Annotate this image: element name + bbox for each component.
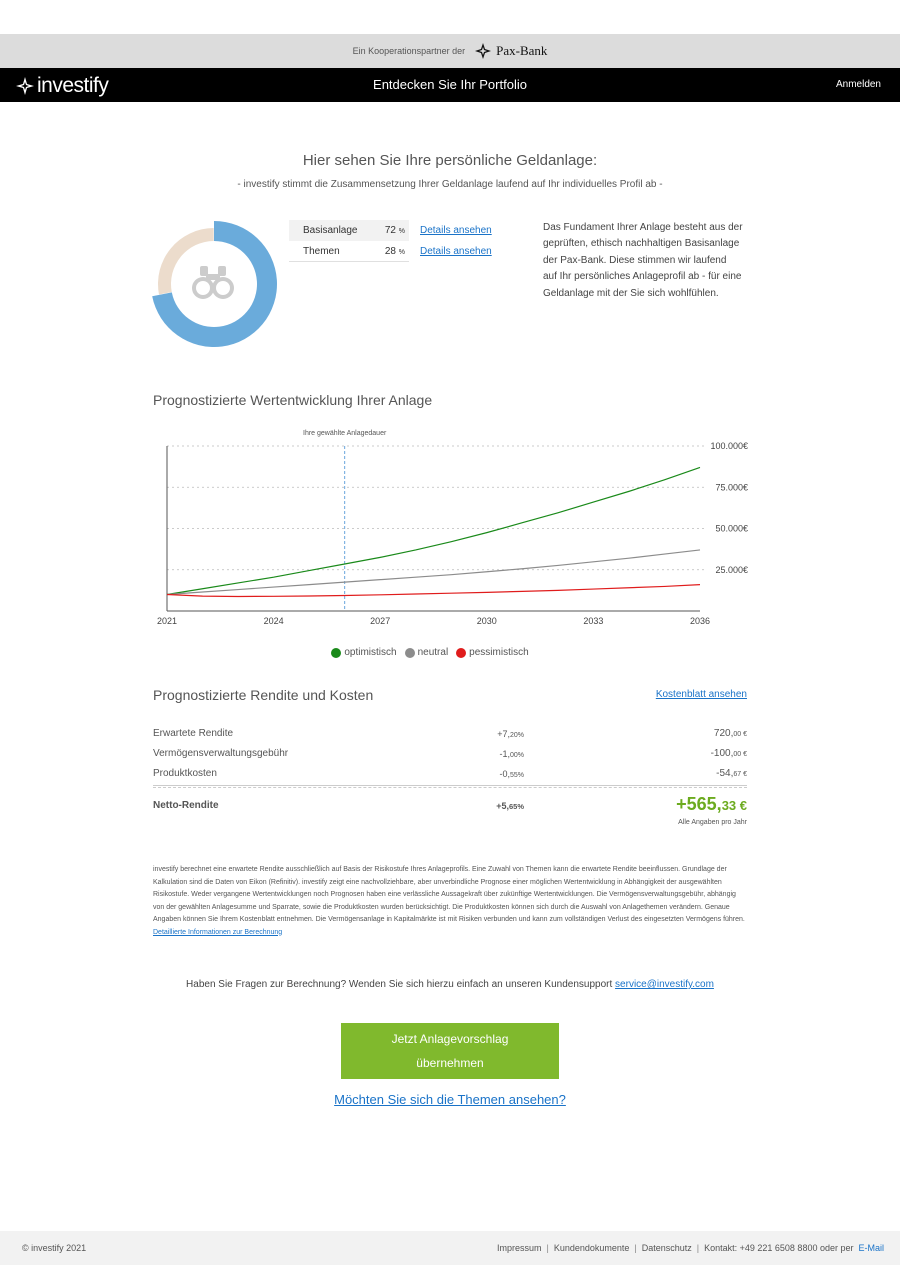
support-email-link[interactable]: service@investify.com: [615, 979, 714, 990]
legend-label: optimistisch: [344, 647, 397, 658]
calculation-details-link[interactable]: Detaillierte Informationen zur Berechnun…: [153, 928, 283, 936]
cost-percent: -0,55%: [499, 769, 524, 779]
series-line-optimistisch: [166, 466, 701, 596]
partner-text: Ein Kooperationspartner der: [352, 46, 466, 56]
net-return-row: Netto-Rendite +5,65% +565,33 €: [153, 788, 747, 828]
login-button[interactable]: Anmelden: [835, 79, 881, 90]
top-whitespace: [0, 0, 900, 34]
investify-star-icon: [16, 77, 34, 95]
investify-logo[interactable]: investify: [16, 74, 109, 98]
cost-row: Produktkosten -0,55% -54,67 €: [153, 764, 747, 784]
series-line-pessimistisch: [166, 584, 701, 598]
cost-label: Vermögensverwaltungsgebühr: [153, 748, 289, 759]
y-tick-label: 25.000€: [715, 565, 748, 575]
y-tick-label: 50.000€: [715, 524, 748, 534]
footer-link-impressum[interactable]: Impressum: [496, 1243, 542, 1253]
series-line-neutral: [166, 549, 701, 596]
per-year-note: Alle Angaben pro Jahr: [678, 819, 747, 826]
allocation-name: Basisanlage: [289, 220, 361, 241]
copyright: © investify 2021: [22, 1243, 87, 1253]
cost-percent: +7,20%: [497, 729, 524, 739]
donut-slice-basisanlage: [152, 221, 277, 347]
x-tick-label: 2024: [264, 616, 284, 626]
cta-line-1: Jetzt Anlagevorschlag: [391, 1032, 509, 1046]
disclaimer: investify berechnet eine erwartete Rendi…: [153, 864, 747, 939]
x-tick-label: 2027: [370, 616, 390, 626]
net-amount: +565,33 €: [676, 794, 747, 814]
cost-amount: -100,00 €: [710, 748, 747, 759]
binoculars-icon: [192, 266, 234, 299]
support-text: Haben Sie Fragen zur Berechnung? Wenden …: [186, 979, 613, 990]
cost-sheet-link[interactable]: Kostenblatt ansehen: [655, 689, 747, 700]
cta-line-2: übernehmen: [416, 1056, 484, 1070]
x-tick-label: 2021: [157, 616, 177, 626]
cost-percent: -1,00%: [499, 749, 524, 759]
allocation-name: Themen: [289, 241, 361, 262]
separator: |: [546, 1243, 549, 1253]
cost-amount: 720,00 €: [713, 728, 747, 739]
legend-dot-icon: [331, 647, 342, 658]
legend-dot-icon: [456, 647, 467, 658]
x-tick-label: 2036: [690, 616, 710, 626]
donut-slice-themen: [158, 228, 214, 295]
legend-label: neutral: [417, 647, 449, 658]
footer-links: Impressum | Kundendokumente | Datenschut…: [497, 1243, 884, 1253]
cost-row: Erwartete Rendite +7,20% 720,00 €: [153, 724, 747, 744]
forecast-title: Prognostizierte Wertentwicklung Ihrer An…: [153, 392, 433, 408]
details-link-basisanlage[interactable]: Details ansehen: [420, 225, 492, 236]
allocation-donut-chart: [152, 221, 277, 347]
support-note: Haben Sie Fragen zur Berechnung? Wenden …: [0, 979, 900, 990]
top-navbar: investify Entdecken Sie Ihr Portfolio An…: [0, 68, 900, 102]
x-tick-label: 2030: [477, 616, 497, 626]
legend-item-pessimistisch[interactable]: pessimistisch: [456, 647, 529, 658]
costs-title: Prognostizierte Rendite und Kosten: [153, 687, 374, 703]
y-tick-label: 100.000€: [710, 441, 748, 451]
legend-item-optimistisch[interactable]: optimistisch: [331, 647, 397, 658]
cost-label: Erwartete Rendite: [153, 728, 234, 739]
duration-annotation: Ihre gewählte Anlagedauer: [303, 430, 387, 437]
y-tick-label: 75.000€: [715, 482, 748, 492]
footer: © investify 2021 Impressum | Kundendokum…: [0, 1231, 900, 1265]
pax-bank-name: Pax-Bank: [496, 43, 548, 58]
partner-bar: Ein Kooperationspartner der Pax-Bank: [0, 34, 900, 68]
footer-contact: Kontakt: +49 221 6508 8800 oder per: [704, 1243, 854, 1253]
separator: |: [696, 1243, 700, 1253]
view-themes-link[interactable]: Möchten Sie sich die Themen ansehen?: [334, 1092, 566, 1107]
x-tick-label: 2033: [583, 616, 603, 626]
cost-amount: -54,67 €: [716, 768, 747, 779]
hero-title: Hier sehen Sie Ihre persönliche Geldanla…: [302, 152, 598, 169]
details-link-themen[interactable]: Details ansehen: [420, 246, 492, 257]
separator: |: [634, 1243, 637, 1253]
cost-label: Produktkosten: [153, 768, 217, 779]
allocation-row-themen: Themen 28 % Details ansehen: [289, 241, 499, 262]
legend-item-neutral[interactable]: neutral: [404, 647, 449, 658]
cost-row: Vermögensverwaltungsgebühr -1,00% -100,0…: [153, 744, 747, 764]
accept-proposal-button[interactable]: Jetzt Anlagevorschlag übernehmen: [341, 1023, 559, 1079]
allocation-description: Das Fundament Ihrer Anlage besteht aus d…: [543, 222, 743, 299]
footer-link-datenschutz[interactable]: Datenschutz: [641, 1243, 692, 1253]
legend-dot-icon: [404, 647, 415, 658]
allocation-row-basisanlage: Basisanlage 72 % Details ansehen: [289, 220, 499, 241]
pax-bank-logo[interactable]: Pax-Bank: [475, 43, 547, 59]
footer-email-link[interactable]: E-Mail: [858, 1243, 884, 1253]
disclaimer-text: investify berechnet eine erwartete Rendi…: [153, 866, 745, 923]
page-title: Entdecken Sie Ihr Portfolio: [373, 77, 527, 92]
net-percent: +5,65%: [496, 801, 524, 811]
allocation-percent: 28 %: [361, 241, 409, 262]
brand-name: investify: [37, 74, 109, 97]
footer-link-kundendokumente[interactable]: Kundendokumente: [553, 1243, 630, 1253]
cost-divider: [153, 785, 747, 788]
hero-subtitle: - investify stimmt die Zusammensetzung I…: [237, 179, 663, 190]
legend-label: pessimistisch: [469, 647, 529, 658]
net-label: Netto-Rendite: [153, 800, 219, 811]
allocation-percent: 72 %: [361, 220, 409, 241]
allocation-table: Basisanlage 72 % Details ansehen Themen …: [289, 220, 499, 262]
forecast-line-chart: 25.000€ 50.000€ 75.000€ 100.000€ 2021 2024 202…: [157, 430, 748, 626]
cost-table: Erwartete Rendite +7,20% 720,00 € Vermög…: [153, 724, 747, 828]
chart-legend: optimistisch neutral pessimistisch: [0, 647, 860, 658]
pax-cross-icon: [475, 43, 492, 59]
